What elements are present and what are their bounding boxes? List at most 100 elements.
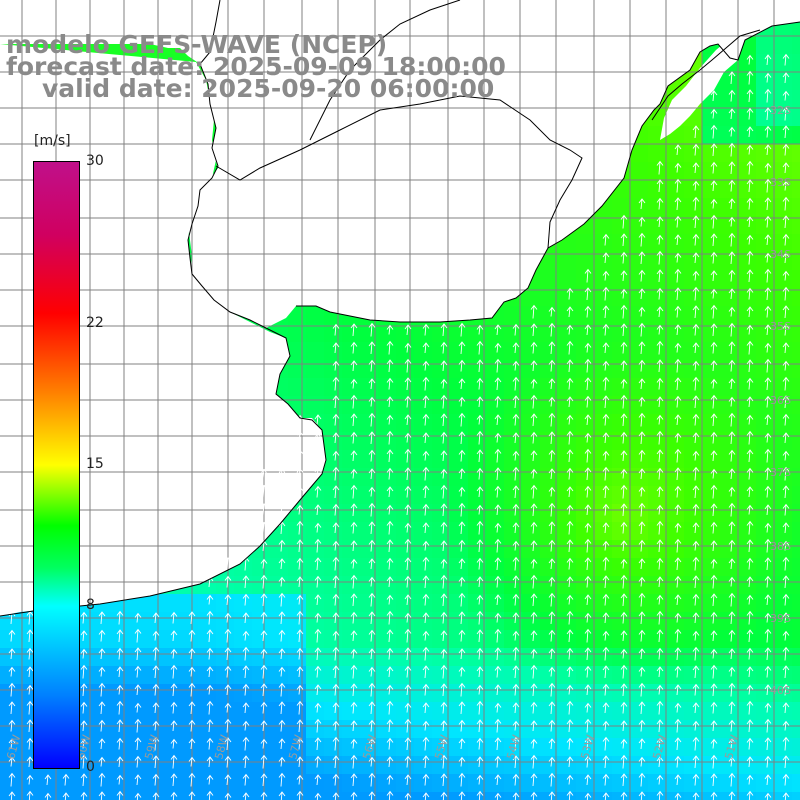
field-cell [738,666,757,685]
wind-arrow [764,72,772,83]
wind-arrow [314,504,322,516]
wind-arrow [638,359,646,372]
wind-arrow [728,449,736,462]
wind-arrow [746,287,754,300]
wind-arrow [296,610,304,625]
wind-arrow [602,432,610,444]
field-cell [738,450,757,469]
field-cell [702,216,721,235]
wind-arrow [620,521,628,534]
field-cell [396,432,415,451]
field-cell [612,540,631,559]
wind-arrow [638,539,646,552]
field-cell [450,324,469,343]
wind-arrow [350,720,358,732]
wind-arrow [656,486,664,498]
field-cell [792,144,800,163]
wind-arrow [440,611,448,624]
wind-arrow [476,467,484,480]
field-cell [414,630,433,649]
field-cell [702,684,721,703]
wind-arrow [386,790,394,800]
wind-arrow [746,504,754,515]
field-cell [468,792,487,800]
field-cell [432,342,451,361]
wind-arrow [494,448,502,463]
field-cell [594,414,613,433]
field-cell [324,450,343,469]
wind-arrow [134,737,142,751]
field-cell [594,774,613,793]
field-cell [522,414,541,433]
wind-arrow [548,396,556,407]
field-cell [450,378,469,397]
field-cell [18,792,37,800]
wind-arrow [332,485,340,499]
wind-arrow [530,413,538,427]
field-cell [450,414,469,433]
wind-arrow [98,648,106,660]
wind-arrow [476,520,484,535]
wind-arrow [494,432,502,443]
field-cell [702,648,721,667]
wind-arrow [728,359,736,372]
wind-arrow [530,378,538,389]
field-cell [774,108,793,127]
wind-arrow [278,701,286,715]
wind-arrow [170,648,178,659]
field-cell [702,342,721,361]
wind-arrow [566,520,574,535]
field-cell [792,450,800,469]
wind-arrow [782,540,790,551]
colorbar-tick-label: 0 [86,759,95,775]
field-cell [792,54,800,73]
wind-arrow [674,305,682,318]
field-cell [666,792,685,800]
wind-arrow [404,612,412,623]
wind-arrow [746,449,754,463]
wind-arrow [530,304,538,319]
wind-arrow [782,485,790,499]
field-cell [360,648,379,667]
wind-arrow [512,450,520,461]
wind-arrow [746,126,754,138]
wind-arrow [566,430,574,445]
field-cell [432,684,451,703]
field-cell [198,684,217,703]
wind-arrow [512,755,520,769]
wind-arrow [584,287,592,301]
wind-arrow [566,359,574,373]
wind-arrow [764,197,772,211]
wind-arrow [710,378,718,389]
field-cell [630,612,649,631]
field-cell [450,486,469,505]
field-cell [468,648,487,667]
field-cell [702,612,721,631]
wind-arrow [566,557,574,570]
field-cell [720,450,739,469]
field-cell [414,396,433,415]
field-cell [558,288,577,307]
wind-arrow [584,377,592,391]
wind-arrow [764,54,772,66]
wind-arrow [656,629,664,643]
field-cell [234,666,253,685]
wind-arrow [620,773,628,787]
wind-arrow [710,323,718,337]
wind-arrow [764,414,772,426]
field-cell [684,684,703,703]
field-cell [270,540,289,559]
wind-arrow [206,756,214,768]
wind-arrow [620,593,628,607]
wind-arrow [170,791,178,800]
wind-arrow [674,647,682,661]
field-cell [648,522,667,541]
field-cell [288,360,307,379]
wind-arrow [404,628,412,643]
field-cell [540,450,559,469]
wind-arrow [620,431,628,444]
wind-arrow [314,718,322,733]
wind-arrow [548,521,556,535]
field-cell [756,666,775,685]
wind-arrow [692,575,700,589]
